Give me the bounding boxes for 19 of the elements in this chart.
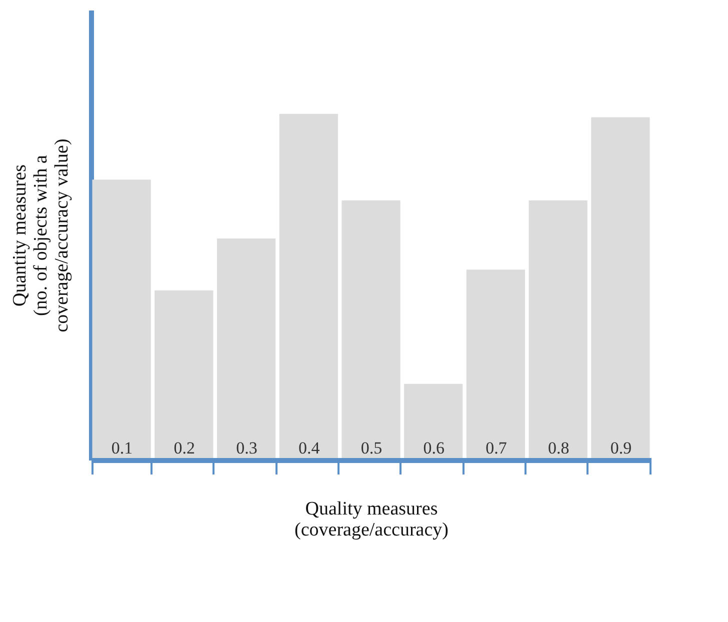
bar — [404, 384, 463, 460]
x-tick-label: 0.1 — [111, 438, 133, 458]
bar — [279, 114, 338, 460]
x-tick-label: 0.2 — [174, 438, 196, 458]
bar — [466, 270, 526, 460]
y-axis-title: Quantity measures (no. of objects with a coverage/accuracy value) — [10, 138, 72, 332]
bar — [216, 238, 276, 460]
x-tick-label: 0.9 — [610, 438, 632, 458]
bar — [342, 200, 400, 460]
bar — [528, 200, 588, 460]
x-tick-label: 0.5 — [360, 438, 382, 458]
bar — [591, 117, 650, 460]
x-tick-label: 0.8 — [548, 438, 570, 458]
bar — [154, 290, 214, 460]
x-tick-label: 0.3 — [236, 438, 258, 458]
x-tick-label: 0.7 — [486, 438, 508, 458]
x-axis-title: Quality measures (coverage/accuracy) — [294, 498, 448, 540]
x-tick-label: 0.4 — [298, 438, 320, 458]
x-tick-label: 0.6 — [423, 438, 444, 458]
